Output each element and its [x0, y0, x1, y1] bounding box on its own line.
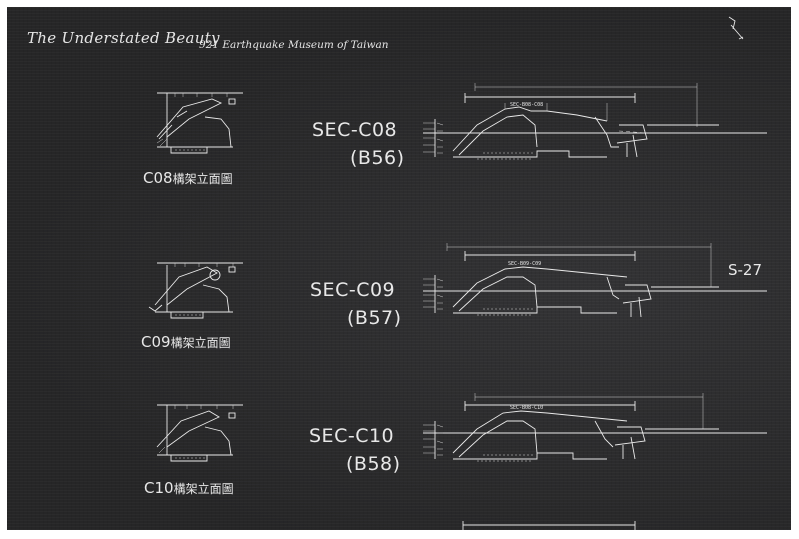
corner-mark-icon — [728, 16, 744, 40]
drawing-label-c09: SEC-B09-C09 — [508, 261, 541, 267]
section-title-c08: SEC-C08 — [312, 119, 398, 141]
elevation-cjk: 構架立面圖 — [170, 336, 231, 350]
section-title-c10: SEC-C10 — [309, 425, 395, 447]
elevation-cjk: 構架立面圖 — [172, 172, 233, 186]
elevation-caption-c09: C09構架立面圖 — [141, 333, 231, 351]
elevation-prefix: C09 — [141, 333, 171, 351]
side-label-s27: S-27 — [728, 261, 763, 279]
section-code-b58: (B58) — [346, 453, 401, 475]
section-code-b56: (B56) — [350, 147, 405, 169]
elevation-drawing-c10 — [156, 404, 243, 462]
section-drawing-c08: SEC-B08-C08 — [423, 83, 767, 160]
section-title-c09: SEC-C09 — [310, 279, 396, 301]
elevation-prefix: C10 — [144, 479, 174, 497]
elevation-cjk: 構架立面圖 — [173, 482, 234, 496]
section-code-b57: (B57) — [347, 307, 402, 329]
section-drawing-c09: SEC-B09-C09 — [423, 243, 767, 318]
photo-frame: The Understated Beauty 921 Earthquake Mu… — [7, 7, 791, 530]
watermark-subtitle: 921 Earthquake Museum of Taiwan — [199, 39, 389, 51]
elevation-drawing-c09 — [148, 262, 243, 319]
elevation-prefix: C08 — [143, 169, 173, 187]
elevation-caption-c10: C10構架立面圖 — [144, 479, 234, 497]
section-drawing-c10: SEC-B08-C10 — [423, 393, 767, 462]
elevation-drawing-c08 — [156, 92, 243, 154]
watermark-script: The Understated Beauty — [27, 29, 220, 47]
drawing-label-c10: SEC-B08-C10 — [510, 405, 543, 411]
elevation-caption-c08: C08構架立面圖 — [143, 169, 233, 187]
drawing-label-c08: SEC-B08-C08 — [510, 102, 543, 108]
drawings-layer: SEC-B08-C08 SE — [148, 16, 767, 530]
section-drawing-partial — [462, 521, 636, 530]
